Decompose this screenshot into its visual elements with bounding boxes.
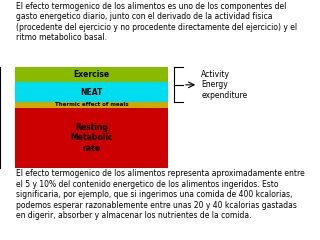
Bar <box>15 82 168 102</box>
Bar <box>15 108 168 168</box>
Text: NEAT: NEAT <box>80 88 103 97</box>
Text: El efecto termogenico de los alimentos representa aproximadamente entre
el 5 y 1: El efecto termogenico de los alimentos r… <box>16 169 305 220</box>
Text: Activity
Energy
expenditure: Activity Energy expenditure <box>201 70 247 100</box>
Text: Resting
Metabolic
rate: Resting Metabolic rate <box>70 123 113 153</box>
Text: Thermic effect of meals: Thermic effect of meals <box>55 102 128 108</box>
Bar <box>15 102 168 108</box>
Text: Exercise: Exercise <box>73 70 109 79</box>
Text: El efecto termogenico de los alimentos es uno de los componentes del
gasto energ: El efecto termogenico de los alimentos e… <box>16 2 297 42</box>
Bar <box>15 67 168 82</box>
